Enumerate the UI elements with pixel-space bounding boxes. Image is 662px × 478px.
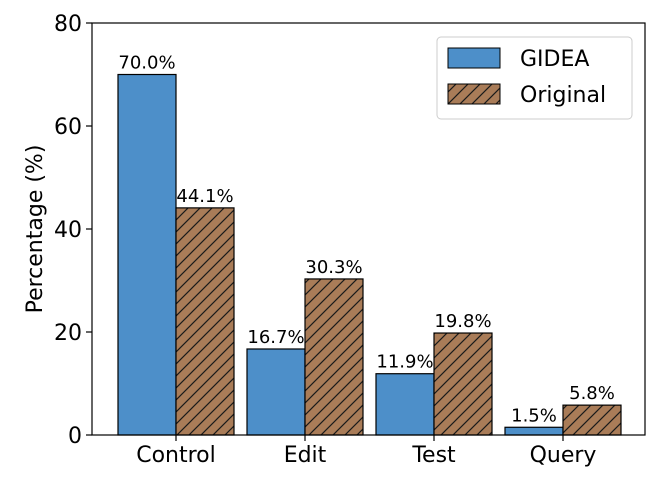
x-tick-label: Edit — [284, 443, 327, 468]
bar-original-query — [562, 404, 622, 436]
bar-original-edit — [304, 278, 364, 436]
y-tick-label: 80 — [54, 12, 82, 37]
y-tick-label: 40 — [54, 218, 82, 243]
legend-swatch-original — [447, 83, 501, 105]
bar-gidea-edit — [246, 348, 306, 436]
data-label-gidea-test: 11.9% — [376, 352, 433, 373]
bar-gidea-query — [504, 426, 564, 436]
bar-original-control — [175, 207, 235, 436]
data-label-gidea-query: 1.5% — [511, 405, 557, 426]
bar-original-test — [433, 332, 493, 436]
legend: GIDEA Original — [436, 36, 633, 120]
bar-gidea-control — [117, 73, 177, 436]
y-tick-label: 60 — [54, 115, 82, 140]
data-label-original-control: 44.1% — [176, 186, 233, 207]
x-tick-label: Control — [136, 443, 216, 468]
data-label-original-test: 19.8% — [434, 311, 491, 332]
data-label-gidea-control: 70.0% — [118, 53, 175, 74]
legend-label-original: Original — [520, 83, 606, 108]
x-tick-label: Query — [530, 443, 597, 468]
data-label-original-edit: 30.3% — [305, 257, 362, 278]
bar-gidea-test — [375, 373, 435, 436]
plot-frame — [91, 22, 646, 436]
data-labels: 70.0% 44.1% 16.7% 30.3% 11.9%19.8% 1.5% 5.8% — [118, 53, 614, 427]
data-label-original-query: 5.8% — [569, 383, 615, 404]
legend-swatch-gidea — [447, 47, 501, 69]
legend-label-gidea: GIDEA — [520, 47, 589, 72]
y-axis-title: Percentage (%) — [23, 145, 48, 314]
x-tick-label: Test — [411, 443, 456, 468]
data-label-gidea-edit: 16.7% — [247, 327, 304, 348]
y-tick-label: 20 — [54, 321, 82, 346]
x-axis: Control Edit Test Query — [136, 435, 596, 468]
y-axis: 0 20 40 60 80 — [54, 12, 92, 449]
y-tick-label: 0 — [68, 424, 82, 449]
bars — [117, 73, 622, 436]
